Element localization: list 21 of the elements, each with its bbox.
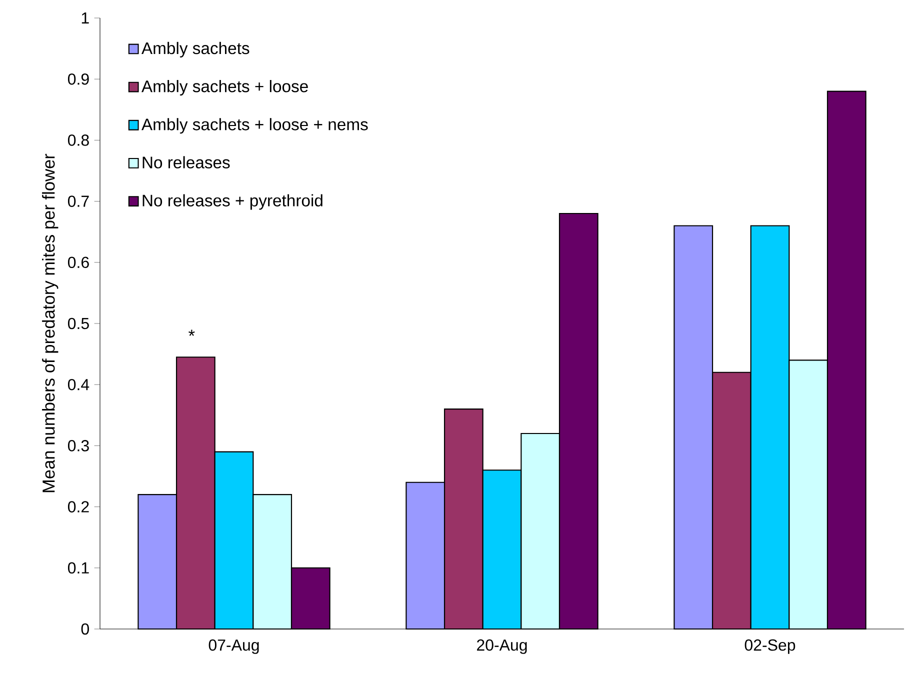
- y-tick-label: 0.8: [68, 134, 89, 146]
- y-tick-label: 0.5: [68, 318, 89, 330]
- y-tick-label: 0.9: [68, 73, 89, 85]
- legend-label: Ambly sachets: [141, 42, 250, 58]
- x-tick-label: 02-Sep: [744, 639, 796, 654]
- legend-label: Ambly sachets + loose: [141, 80, 308, 96]
- y-tick-label: 0.4: [68, 378, 90, 390]
- annotation: *: [188, 330, 195, 336]
- x-tick-label: 07-Aug: [208, 639, 259, 654]
- y-tick-label: 0.2: [68, 501, 89, 512]
- legend-label: Ambly sachets + loose + nems: [141, 118, 368, 134]
- y-tick-label: 0.7: [68, 196, 89, 207]
- y-tick-label: 0.6: [68, 256, 89, 268]
- y-axis-title: Mean numbers of predatory mites per flower: [42, 154, 58, 492]
- y-tick-label: 0.1: [68, 562, 89, 574]
- y-tick-label: 1: [82, 12, 89, 24]
- y-tick-label: 0.3: [68, 440, 89, 452]
- y-tick-label: 0: [81, 623, 89, 635]
- legend-label: No releases: [142, 156, 230, 168]
- legend-label: No releases + pyrethroid: [142, 194, 322, 210]
- x-tick-label: 20-Aug: [477, 639, 527, 654]
